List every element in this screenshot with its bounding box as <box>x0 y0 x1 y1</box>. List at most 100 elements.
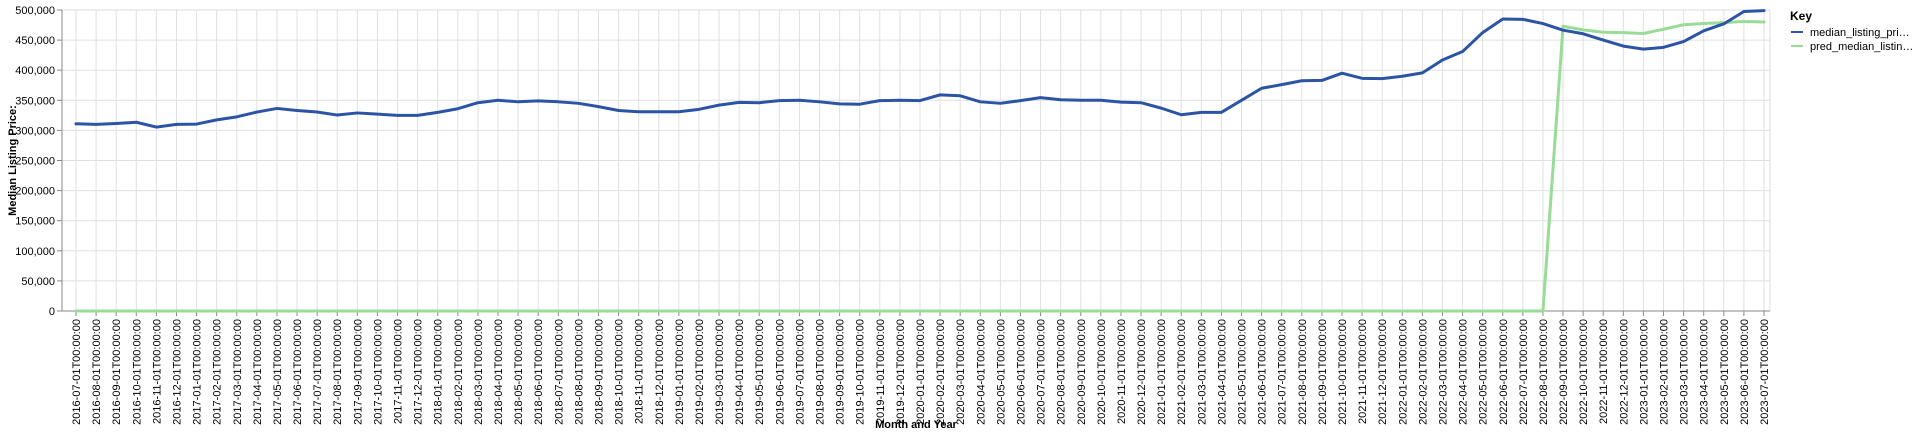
x-tick-label: 2019-09-01T00:00:00 <box>835 319 847 425</box>
x-tick-label: 2021-06-01T00:00:00 <box>1257 319 1269 425</box>
x-tick-label: 2020-10-01T00:00:00 <box>1096 319 1108 425</box>
x-tick-label: 2016-10-01T00:00:00 <box>131 319 143 425</box>
x-tick-label: 2021-02-01T00:00:00 <box>1176 319 1188 425</box>
x-tick-label: 2022-04-01T00:00:00 <box>1458 319 1470 425</box>
x-tick-label: 2021-05-01T00:00:00 <box>1237 319 1249 425</box>
x-tick-label: 2018-03-01T00:00:00 <box>473 319 485 425</box>
series-line-median-listing-price <box>74 9 1766 129</box>
x-tick-label: 2023-01-01T00:00:00 <box>1638 319 1650 425</box>
y-axis: 0 50,000 100,000 150,000 200,000 250,000 300,0… <box>15 5 63 318</box>
x-tick-label: 2017-10-01T00:00:00 <box>372 319 384 425</box>
legend-title: Key <box>1790 9 1812 23</box>
x-tick-label: 2022-03-01T00:00:00 <box>1437 319 1449 425</box>
x-tick-label: 2017-02-01T00:00:00 <box>212 319 224 425</box>
x-tick-label: 2018-09-01T00:00:00 <box>593 319 605 425</box>
x-tick-label: 2019-04-01T00:00:00 <box>734 319 746 425</box>
x-tick-label: 2019-07-01T00:00:00 <box>794 319 806 425</box>
x-tick-label: 2023-06-01T00:00:00 <box>1739 319 1751 425</box>
x-tick-label: 2018-06-01T00:00:00 <box>533 319 545 425</box>
x-tick-label: 2020-01-01T00:00:00 <box>915 319 927 425</box>
x-tick-label: 2019-12-01T00:00:00 <box>895 319 907 425</box>
x-tick-label: 2016-11-01T00:00:00 <box>151 319 163 424</box>
x-tick-label: 2018-04-01T00:00:00 <box>493 319 505 425</box>
x-tick-label: 2020-06-01T00:00:00 <box>1015 319 1027 425</box>
x-tick-label: 2019-02-01T00:00:00 <box>694 319 706 425</box>
x-tick-label: 2023-04-01T00:00:00 <box>1699 319 1711 425</box>
x-tick-label: 2022-01-01T00:00:00 <box>1397 319 1409 425</box>
x-tick-label: 2021-09-01T00:00:00 <box>1317 319 1329 425</box>
x-tick-label: 2019-06-01T00:00:00 <box>774 319 786 425</box>
y-tick-label: 400,000 <box>15 65 55 77</box>
x-tick-label: 2016-07-01T00:00:00 <box>71 319 83 425</box>
x-tick-label: 2018-12-01T00:00:00 <box>654 319 666 425</box>
series-lines <box>74 9 1766 313</box>
y-tick-label: 100,000 <box>15 246 55 258</box>
x-tick-label: 2016-08-01T00:00:00 <box>91 319 103 425</box>
x-tick-label: 2019-10-01T00:00:00 <box>855 319 867 425</box>
x-tick-label: 2018-05-01T00:00:00 <box>513 319 525 425</box>
x-tick-label: 2020-05-01T00:00:00 <box>995 319 1007 425</box>
x-tick-label: 2023-03-01T00:00:00 <box>1679 319 1691 425</box>
x-tick-label: 2017-05-01T00:00:00 <box>272 319 284 425</box>
x-axis-title: Month and Year <box>875 419 957 431</box>
x-tick-label: 2017-09-01T00:00:00 <box>352 319 364 425</box>
x-tick-label: 2022-10-01T00:00:00 <box>1578 319 1590 425</box>
x-tick-label: 2022-05-01T00:00:00 <box>1478 319 1490 425</box>
x-tick-label: 2022-09-01T00:00:00 <box>1558 319 1570 425</box>
x-tick-label: 2017-11-01T00:00:00 <box>393 319 405 424</box>
x-axis: 2016-07-01T00:00:00 2016-08-01T00:00:00 20… <box>62 310 1771 425</box>
x-tick-label: 2021-12-01T00:00:00 <box>1377 319 1389 425</box>
x-tick-label: 2022-06-01T00:00:00 <box>1498 319 1510 425</box>
x-tick-label: 2021-11-01T00:00:00 <box>1357 319 1369 424</box>
y-tick-label: 350,000 <box>15 95 55 107</box>
x-tick-label: 2019-01-01T00:00:00 <box>674 319 686 425</box>
y-tick-label: 300,000 <box>15 125 55 137</box>
x-tick-label: 2020-02-01T00:00:00 <box>935 319 947 425</box>
x-tick-label: 2021-04-01T00:00:00 <box>1216 319 1228 425</box>
x-tick-label: 2017-06-01T00:00:00 <box>292 319 304 425</box>
y-tick-label: 50,000 <box>21 276 55 288</box>
x-tick-label: 2022-08-01T00:00:00 <box>1538 319 1550 425</box>
x-tick-label: 2020-03-01T00:00:00 <box>955 319 967 425</box>
x-tick-label: 2020-08-01T00:00:00 <box>1056 319 1068 425</box>
x-tick-label: 2017-04-01T00:00:00 <box>252 319 264 425</box>
x-tick-label: 2021-10-01T00:00:00 <box>1337 319 1349 425</box>
x-tick-label: 2020-04-01T00:00:00 <box>975 319 987 425</box>
x-tick-label: 2020-09-01T00:00:00 <box>1076 319 1088 425</box>
x-tick-label: 2019-03-01T00:00:00 <box>714 319 726 425</box>
x-tick-label: 2017-08-01T00:00:00 <box>332 319 344 425</box>
series-line-pred-median-listing-price <box>74 19 1766 313</box>
x-tick-label: 2023-05-01T00:00:00 <box>1719 319 1731 425</box>
x-tick-label: 2020-12-01T00:00:00 <box>1136 319 1148 425</box>
x-tick-label: 2022-02-01T00:00:00 <box>1417 319 1429 425</box>
x-tick-label: 2020-11-01T00:00:00 <box>1116 319 1128 424</box>
legend-entry-label: pred_median_listin… <box>1810 41 1913 53</box>
x-tick-label: 2022-11-01T00:00:00 <box>1598 319 1610 424</box>
x-tick-label: 2022-07-01T00:00:00 <box>1518 319 1530 425</box>
x-tick-label: 2017-07-01T00:00:00 <box>312 319 324 425</box>
x-tick-label: 2018-08-01T00:00:00 <box>573 319 585 425</box>
x-tick-label: 2021-01-01T00:00:00 <box>1156 319 1168 425</box>
x-tick-label: 2017-03-01T00:00:00 <box>232 319 244 425</box>
y-tick-label: 150,000 <box>15 216 55 228</box>
legend: Key median_listing_pri… pred_median_listi… <box>1790 9 1913 53</box>
x-tick-label: 2023-02-01T00:00:00 <box>1659 319 1671 425</box>
gridlines <box>61 9 1771 312</box>
x-tick-label: 2018-10-01T00:00:00 <box>614 319 626 425</box>
x-tick-label: 2023-07-01T00:00:00 <box>1759 319 1771 425</box>
x-tick-label: 2021-03-01T00:00:00 <box>1196 319 1208 425</box>
x-tick-label: 2016-09-01T00:00:00 <box>111 319 123 425</box>
x-tick-label: 2018-07-01T00:00:00 <box>553 319 565 425</box>
x-tick-label: 2021-08-01T00:00:00 <box>1297 319 1309 425</box>
x-tick-label: 2019-05-01T00:00:00 <box>754 319 766 425</box>
y-tick-label: 200,000 <box>15 186 55 198</box>
x-tick-label: 2018-02-01T00:00:00 <box>453 319 465 425</box>
y-tick-label: 500,000 <box>15 5 55 17</box>
x-tick-label: 2019-11-01T00:00:00 <box>875 319 887 424</box>
x-tick-label: 2021-07-01T00:00:00 <box>1277 319 1289 425</box>
y-axis-title: Median Listing Price: <box>7 105 19 216</box>
x-tick-label: 2016-12-01T00:00:00 <box>171 319 183 425</box>
y-tick-label: 250,000 <box>15 156 55 168</box>
